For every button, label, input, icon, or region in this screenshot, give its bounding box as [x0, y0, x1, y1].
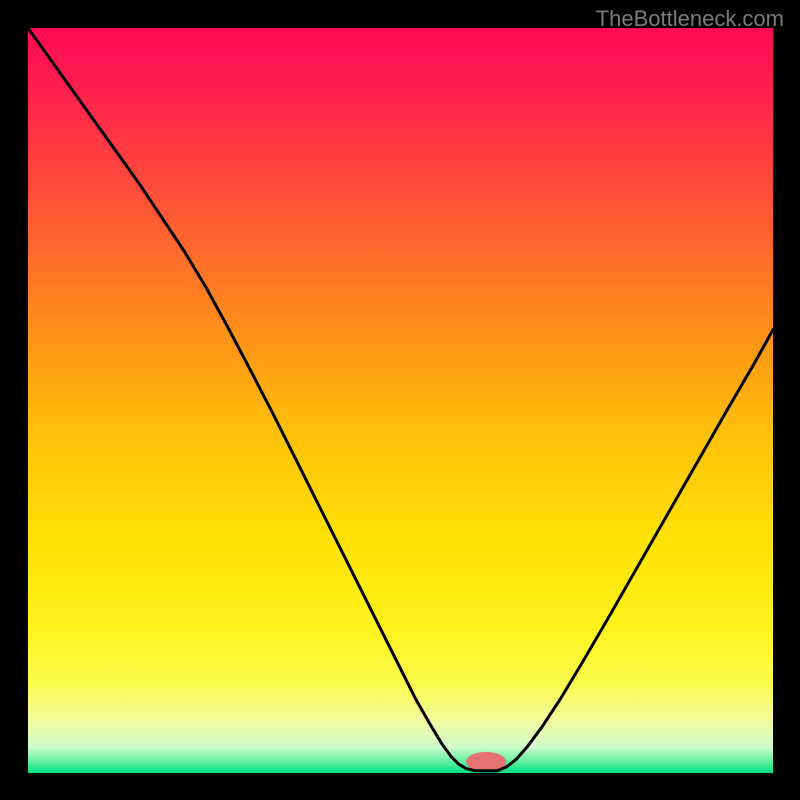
watermark-text: TheBottleneck.com [596, 6, 784, 32]
chart-background [28, 28, 773, 773]
bottleneck-chart [28, 28, 773, 773]
chart-svg [28, 28, 773, 773]
